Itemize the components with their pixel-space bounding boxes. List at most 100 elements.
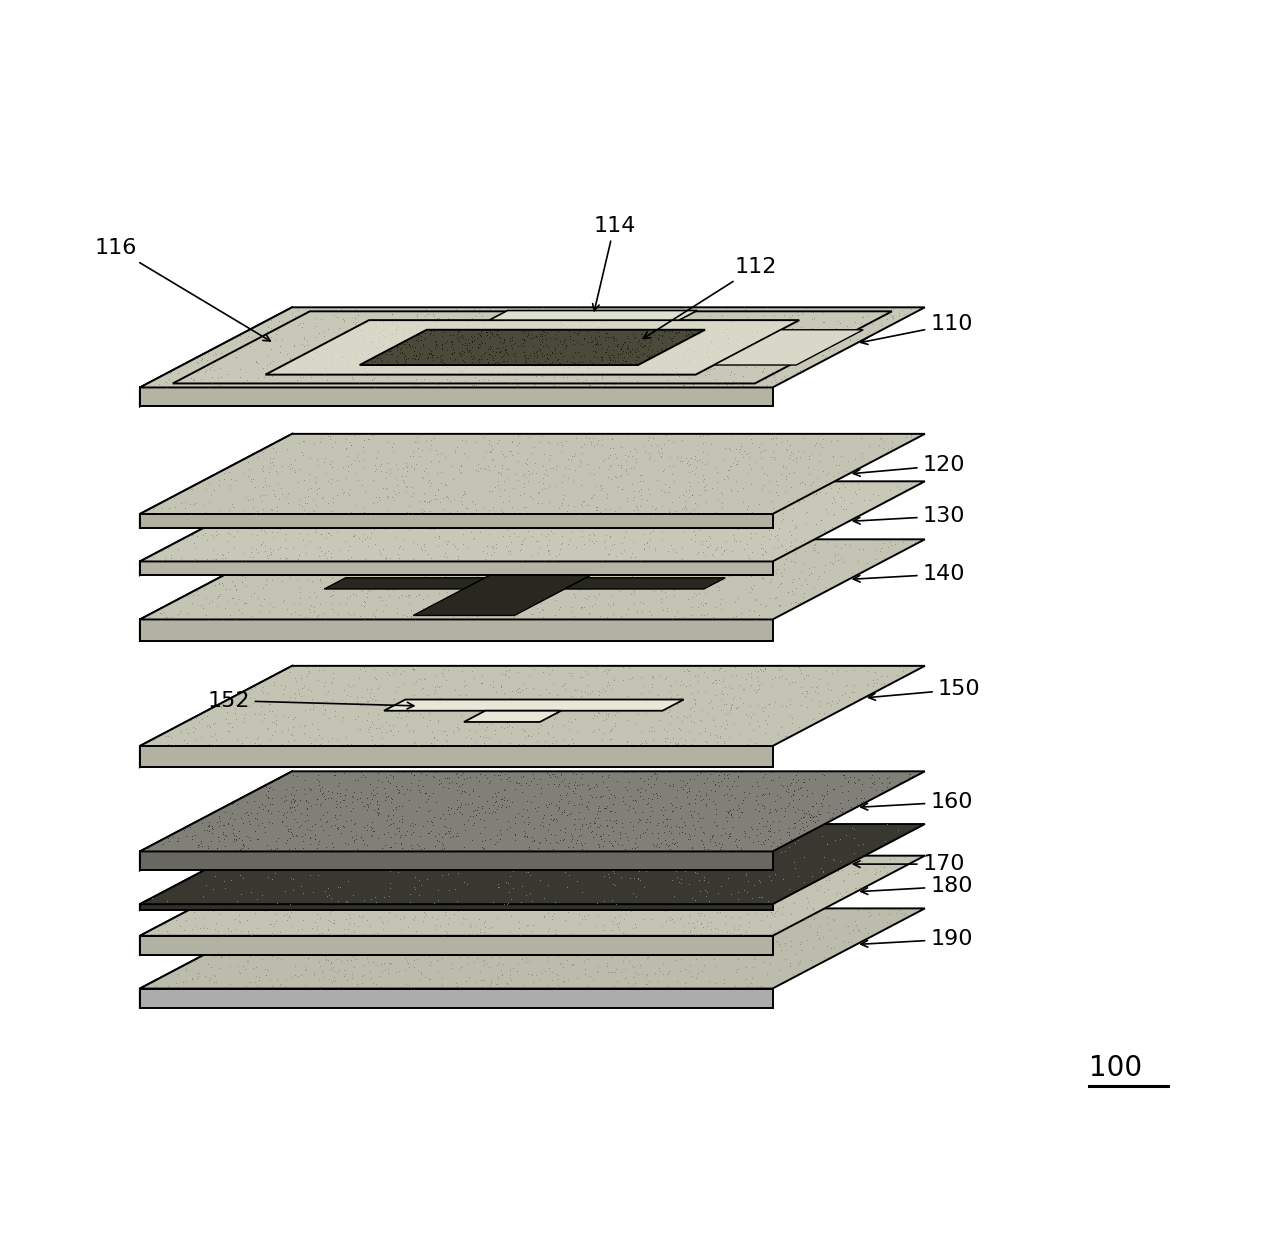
Point xyxy=(680,907,700,927)
Point xyxy=(895,304,915,324)
Point xyxy=(690,881,710,901)
Point xyxy=(362,818,383,838)
Point xyxy=(334,692,355,712)
Point xyxy=(803,302,824,323)
Point xyxy=(531,784,552,804)
Point xyxy=(770,788,791,808)
Point xyxy=(277,925,297,945)
Point xyxy=(365,354,385,374)
Point xyxy=(484,801,505,822)
Point xyxy=(503,334,524,354)
Point xyxy=(502,868,522,888)
Point xyxy=(447,766,468,786)
Point xyxy=(196,362,216,382)
Point xyxy=(329,534,350,554)
Point xyxy=(741,874,761,895)
Point xyxy=(336,891,356,911)
Point xyxy=(384,726,404,746)
Point xyxy=(356,307,376,328)
Point xyxy=(620,340,641,360)
Point xyxy=(676,786,697,806)
Point xyxy=(400,331,421,352)
Point xyxy=(587,430,608,450)
Point xyxy=(322,518,342,538)
Point xyxy=(299,474,319,494)
Point xyxy=(414,558,435,578)
Point xyxy=(313,876,333,896)
Point xyxy=(385,898,405,919)
Point xyxy=(730,319,750,339)
Point xyxy=(543,508,563,528)
Point xyxy=(578,791,599,811)
Point xyxy=(381,897,402,917)
Point xyxy=(347,687,367,707)
Point xyxy=(671,868,691,888)
Point xyxy=(628,441,648,461)
Point xyxy=(632,324,652,344)
Point xyxy=(451,840,472,861)
Point xyxy=(788,953,808,973)
Point xyxy=(517,355,538,375)
Point xyxy=(277,600,297,620)
Point xyxy=(477,324,497,344)
Point xyxy=(572,816,592,837)
Point xyxy=(838,771,858,791)
Point xyxy=(479,299,500,319)
Point xyxy=(524,553,544,573)
Point xyxy=(419,937,440,958)
Point xyxy=(435,590,455,610)
Point xyxy=(440,475,460,495)
Point xyxy=(283,869,304,890)
Point xyxy=(397,466,417,486)
Point xyxy=(590,606,610,626)
Point xyxy=(548,323,568,343)
Point xyxy=(627,689,647,709)
Point xyxy=(477,301,497,321)
Point xyxy=(563,302,583,323)
Point xyxy=(744,927,764,948)
Point xyxy=(493,444,513,464)
Point xyxy=(666,542,686,562)
Point xyxy=(853,539,873,559)
Point xyxy=(826,455,846,475)
Point xyxy=(705,538,726,558)
Point xyxy=(498,796,519,816)
Point xyxy=(262,451,282,471)
Point xyxy=(677,782,698,803)
Point xyxy=(783,551,803,571)
Point xyxy=(623,533,643,553)
Point xyxy=(708,490,728,510)
Point xyxy=(630,485,651,505)
Point xyxy=(140,607,160,627)
Point xyxy=(449,849,469,869)
Point xyxy=(754,662,774,682)
Point xyxy=(454,479,474,499)
Point xyxy=(583,341,604,362)
Point xyxy=(707,804,727,824)
Point xyxy=(337,970,357,990)
Point xyxy=(704,716,724,736)
Point xyxy=(304,433,324,454)
Point xyxy=(634,324,655,344)
Point xyxy=(667,692,688,712)
Point xyxy=(522,971,543,992)
Point xyxy=(883,306,904,326)
Point xyxy=(756,478,777,498)
Point xyxy=(535,886,555,906)
Point xyxy=(675,832,695,852)
Point xyxy=(581,433,601,454)
Point xyxy=(782,572,802,592)
Point xyxy=(388,544,408,564)
Point xyxy=(614,305,634,325)
Point xyxy=(564,887,585,907)
Point xyxy=(206,912,226,932)
Point xyxy=(445,307,465,328)
Point xyxy=(628,340,648,360)
Point xyxy=(644,837,665,857)
Point xyxy=(376,478,397,498)
Point xyxy=(442,325,463,345)
Point xyxy=(334,912,355,932)
Point xyxy=(402,659,422,679)
Point xyxy=(231,838,252,858)
Point xyxy=(768,485,788,505)
